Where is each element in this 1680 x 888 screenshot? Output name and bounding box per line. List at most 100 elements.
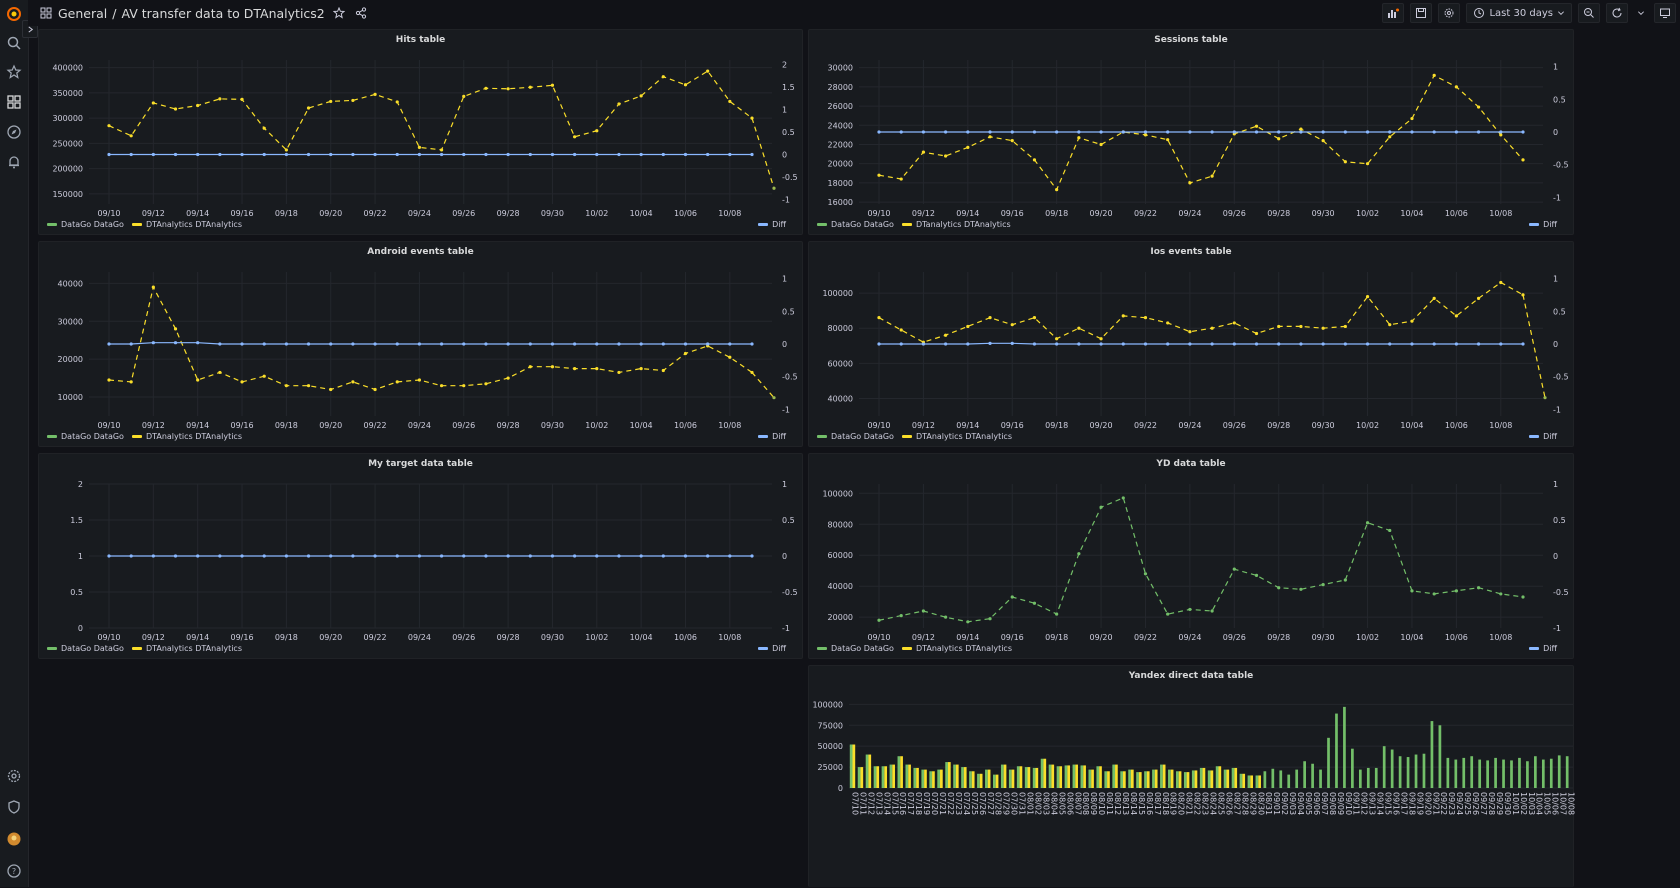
x-tick-label: 08/25 <box>1216 792 1225 815</box>
legend-item-dtanalytics[interactable]: DTAnalytics DTAnalytics <box>901 644 1012 653</box>
settings-gear-icon[interactable] <box>4 766 24 786</box>
data-point <box>262 342 266 346</box>
x-tick-label: 08/15 <box>1137 792 1146 815</box>
grafana-logo-icon[interactable] <box>4 4 24 24</box>
bar <box>849 744 853 788</box>
ios-chart[interactable]: 100000 80000 60000 40000 1 0.5 0 -0.5 -1 09/10 09/… <box>809 242 1575 448</box>
dashboard-settings-button[interactable] <box>1438 3 1461 23</box>
bar <box>979 773 983 788</box>
data-point <box>921 130 926 134</box>
star-icon[interactable] <box>4 62 24 82</box>
hits-chart[interactable]: 400000 350000 300000 250000 200000 150000 2 1.5… <box>39 30 804 236</box>
chart-legend: DataGo DataGo DTAnalytics DTAnalytics Di… <box>47 644 794 653</box>
refresh-interval-dropdown[interactable] <box>1634 3 1648 23</box>
y-tick-label: 200000 <box>52 165 83 174</box>
x-tick-label: 09/28 <box>1487 792 1496 815</box>
bar <box>1454 759 1458 788</box>
panel-ios-events[interactable]: Ios events table 100000 80000 60000 40000 1 0… <box>808 241 1574 447</box>
add-panel-button[interactable] <box>1382 3 1405 23</box>
legend-item-dtanalytics[interactable]: DTAnalytics DTAnalytics <box>901 432 1012 441</box>
x-tick-label: 10/08 <box>1567 792 1575 815</box>
data-point <box>417 152 422 157</box>
data-point <box>218 554 222 558</box>
legend-swatch <box>817 435 827 438</box>
data-point <box>944 342 948 346</box>
legend-item-diff[interactable]: Diff <box>1529 644 1557 653</box>
y2-tick-label: -1 <box>782 624 790 633</box>
panel-hits[interactable]: Hits table 400000 350000 300000 250000 20000… <box>38 29 803 235</box>
data-point <box>1010 595 1014 599</box>
legend-item-dtanalytics[interactable]: DTAnalytics DTAnalytics <box>131 432 242 441</box>
data-point <box>1032 342 1037 346</box>
data-point <box>639 367 643 371</box>
legend-item-dtanalytics[interactable]: DTanalytics DTAnalytics <box>901 220 1011 229</box>
dashboard-title[interactable]: AV transfer data to DTAnalytics2 <box>121 5 325 21</box>
y-tick-label: 0.5 <box>70 588 83 597</box>
legend-item-datago[interactable]: DataGo DataGo <box>47 432 124 441</box>
data-point <box>683 351 688 356</box>
y2-tick-label: 0.5 <box>782 307 795 316</box>
data-point <box>1077 326 1081 330</box>
data-point <box>1476 586 1481 590</box>
panel-yandex-direct[interactable]: Yandex direct data table 100000 75000 5000… <box>808 665 1575 888</box>
target-chart[interactable]: 2 1.5 1 0.5 0 1 0.5 0 -0.5 -1 09/10 09/12 09/14 09/16… <box>39 454 804 660</box>
x-tick-label: 08/20 <box>1177 792 1186 815</box>
legend-item-datago[interactable]: DataGo DataGo <box>817 220 894 229</box>
data-point <box>1032 316 1037 320</box>
y2-tick-label: -0.5 <box>1553 588 1569 597</box>
yd-chart[interactable]: 100000 80000 60000 40000 20000 1 0.5 0 -0.5 -1 09/… <box>809 454 1575 660</box>
legend-item-diff[interactable]: Diff <box>1529 432 1557 441</box>
legend-item-datago[interactable]: DataGo DataGo <box>47 220 124 229</box>
data-point <box>944 333 948 337</box>
user-avatar-icon[interactable] <box>4 829 24 849</box>
data-point <box>129 134 133 138</box>
sidebar: ? <box>0 0 29 887</box>
breadcrumb-folder-link[interactable]: General <box>58 5 108 21</box>
alerting-bell-icon[interactable] <box>4 152 24 172</box>
android-chart[interactable]: 40000 30000 20000 10000 1 0.5 0 -0.5 -1 09/10 09/1… <box>39 242 804 448</box>
save-dashboard-button[interactable] <box>1410 3 1433 23</box>
explore-compass-icon[interactable] <box>4 122 24 142</box>
data-point <box>728 355 732 359</box>
legend-item-diff[interactable]: Diff <box>758 432 786 441</box>
x-tick-label: 10/08 <box>718 421 741 430</box>
legend-item-datago[interactable]: DataGo DataGo <box>47 644 124 653</box>
shield-icon[interactable] <box>4 797 24 817</box>
legend-item-datago[interactable]: DataGo DataGo <box>817 644 894 653</box>
legend-item-diff[interactable]: Diff <box>1529 220 1557 229</box>
data-point <box>1432 73 1436 77</box>
bar <box>1311 763 1314 788</box>
search-icon[interactable] <box>4 33 24 53</box>
legend-swatch <box>47 223 57 226</box>
tv-mode-button[interactable] <box>1654 3 1676 23</box>
panel-android-events[interactable]: Android events table 40000 30000 20000 1000… <box>38 241 803 447</box>
yandex-chart[interactable]: 100000750005000025000007/1007/1107/1207/… <box>809 666 1575 888</box>
x-tick-label: 09/03 <box>1288 792 1297 815</box>
share-icon[interactable] <box>355 7 367 19</box>
time-range-picker[interactable]: Last 30 days <box>1466 3 1572 23</box>
dashboards-icon[interactable] <box>4 92 24 112</box>
chart-legend: DataGo DataGo DTAnalytics DTAnalytics Di… <box>817 644 1565 653</box>
help-icon[interactable]: ? <box>4 861 24 881</box>
favorite-star-icon[interactable] <box>332 7 345 19</box>
legend-item-dtanalytics[interactable]: DTAnalytics DTAnalytics <box>131 220 242 229</box>
panel-yd-data[interactable]: YD data table 100000 80000 60000 40000 20000… <box>808 453 1574 659</box>
data-point <box>284 384 288 388</box>
x-tick-label: 09/09 <box>1336 792 1345 815</box>
zoom-out-button[interactable] <box>1578 3 1600 23</box>
legend-item-datago[interactable]: DataGo DataGo <box>817 432 894 441</box>
panel-sessions[interactable]: Sessions table 30000 28000 26000 24000 22000… <box>808 29 1574 235</box>
x-tick-label: 10/02 <box>585 633 608 642</box>
panel-my-target[interactable]: My target data table 2 1.5 1 0.5 0 1 0.5 0 -0.5 -… <box>38 453 803 659</box>
y-tick-label: 350000 <box>52 89 83 98</box>
legend-item-diff[interactable]: Diff <box>758 644 786 653</box>
legend-item-diff[interactable]: Diff <box>758 220 786 229</box>
bar <box>1226 769 1230 788</box>
data-point <box>218 342 222 346</box>
sessions-chart[interactable]: 30000 28000 26000 24000 22000 20000 18000 16000… <box>809 30 1575 236</box>
y-tick-label: 2 <box>78 480 83 489</box>
data-point <box>151 152 155 157</box>
x-tick-label: 09/15 <box>1384 792 1393 815</box>
refresh-button[interactable] <box>1606 3 1628 23</box>
legend-item-dtanalytics[interactable]: DTAnalytics DTAnalytics <box>131 644 242 653</box>
